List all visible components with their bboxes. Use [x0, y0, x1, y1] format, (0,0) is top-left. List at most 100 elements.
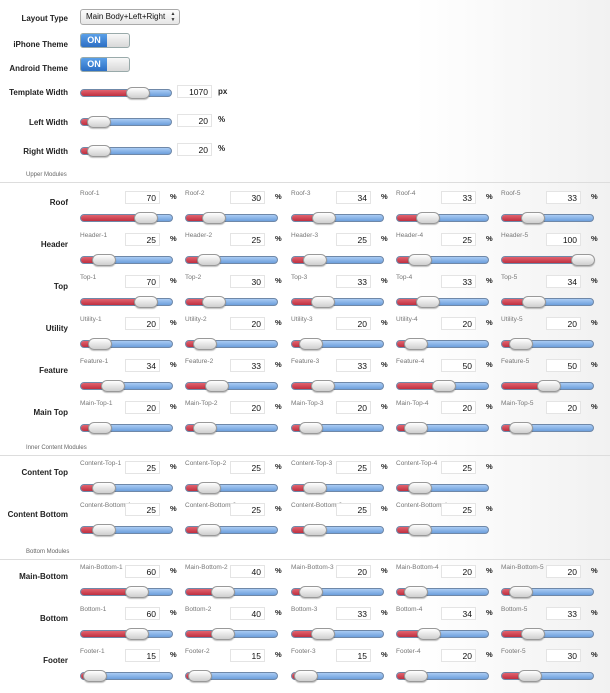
module-width-slider[interactable] — [185, 338, 278, 350]
left-width-input[interactable]: 20 — [177, 114, 212, 127]
slider-knob[interactable] — [408, 482, 433, 494]
module-width-slider[interactable] — [501, 422, 594, 434]
module-width-input[interactable]: 34 — [441, 607, 476, 620]
module-width-slider[interactable] — [185, 254, 278, 266]
slider-knob[interactable] — [87, 338, 112, 350]
module-width-slider[interactable] — [80, 254, 173, 266]
right-width-slider[interactable] — [80, 145, 172, 157]
module-width-input[interactable]: 25 — [125, 233, 160, 246]
module-width-slider[interactable] — [185, 586, 278, 598]
slider-knob[interactable] — [310, 380, 335, 392]
module-width-input[interactable]: 15 — [230, 649, 265, 662]
module-width-input[interactable]: 33 — [441, 275, 476, 288]
slider-knob[interactable] — [520, 628, 545, 640]
module-width-slider[interactable] — [291, 482, 384, 494]
module-width-input[interactable]: 15 — [125, 649, 160, 662]
module-width-slider[interactable] — [80, 628, 173, 640]
module-width-slider[interactable] — [501, 628, 594, 640]
module-width-slider[interactable] — [185, 296, 278, 308]
module-width-input[interactable]: 20 — [546, 565, 581, 578]
slider-knob[interactable] — [403, 338, 428, 350]
slider-knob[interactable] — [431, 380, 456, 392]
slider-knob[interactable] — [192, 422, 217, 434]
layout-type-select[interactable]: Main Body+Left+Right ▲ ▼ — [80, 9, 180, 25]
slider-knob[interactable] — [310, 628, 335, 640]
slider-knob[interactable] — [293, 670, 318, 682]
slider-knob[interactable] — [416, 628, 441, 640]
slider-knob[interactable] — [520, 212, 545, 224]
module-width-slider[interactable] — [396, 586, 489, 598]
module-width-slider[interactable] — [185, 524, 278, 536]
module-width-input[interactable]: 20 — [441, 565, 476, 578]
slider-knob[interactable] — [303, 524, 328, 536]
module-width-input[interactable]: 25 — [336, 461, 371, 474]
module-width-input[interactable]: 33 — [230, 359, 265, 372]
module-width-slider[interactable] — [80, 670, 173, 682]
slider-knob[interactable] — [303, 482, 328, 494]
module-width-input[interactable]: 25 — [441, 233, 476, 246]
module-width-slider[interactable] — [501, 670, 594, 682]
module-width-input[interactable]: 70 — [125, 275, 160, 288]
module-width-slider[interactable] — [185, 482, 278, 494]
module-width-slider[interactable] — [80, 212, 173, 224]
module-width-slider[interactable] — [185, 670, 278, 682]
module-width-input[interactable]: 25 — [441, 503, 476, 516]
module-width-slider[interactable] — [291, 380, 384, 392]
module-width-input[interactable]: 100 — [546, 233, 581, 246]
slider-knob[interactable] — [197, 254, 222, 266]
module-width-input[interactable]: 20 — [546, 317, 581, 330]
module-width-input[interactable]: 34 — [546, 275, 581, 288]
module-width-slider[interactable] — [396, 422, 489, 434]
slider-knob[interactable] — [124, 628, 149, 640]
module-width-slider[interactable] — [396, 482, 489, 494]
module-width-slider[interactable] — [396, 254, 489, 266]
module-width-slider[interactable] — [291, 212, 384, 224]
slider-knob[interactable] — [403, 586, 428, 598]
module-width-input[interactable]: 20 — [336, 317, 371, 330]
module-width-input[interactable]: 25 — [441, 461, 476, 474]
right-width-input[interactable]: 20 — [177, 143, 212, 156]
module-width-input[interactable]: 25 — [125, 461, 160, 474]
module-width-input[interactable]: 20 — [441, 649, 476, 662]
slider-knob[interactable] — [197, 524, 222, 536]
module-width-slider[interactable] — [501, 338, 594, 350]
module-width-input[interactable]: 15 — [336, 649, 371, 662]
slider-knob[interactable] — [521, 296, 546, 308]
module-width-slider[interactable] — [501, 212, 594, 224]
module-width-input[interactable]: 33 — [336, 359, 371, 372]
slider-knob[interactable] — [298, 422, 323, 434]
module-width-slider[interactable] — [185, 380, 278, 392]
slider-knob[interactable] — [201, 296, 226, 308]
android-theme-toggle[interactable]: ON — [80, 57, 130, 72]
slider-knob[interactable] — [100, 380, 125, 392]
slider-knob[interactable] — [92, 524, 117, 536]
module-width-slider[interactable] — [501, 254, 595, 266]
module-width-input[interactable]: 20 — [441, 317, 476, 330]
module-width-input[interactable]: 50 — [546, 359, 581, 372]
slider-knob[interactable] — [126, 87, 151, 99]
module-width-input[interactable]: 60 — [125, 607, 160, 620]
module-width-slider[interactable] — [396, 338, 489, 350]
module-width-slider[interactable] — [80, 422, 173, 434]
module-width-input[interactable]: 25 — [230, 461, 265, 474]
module-width-input[interactable]: 20 — [125, 317, 160, 330]
slider-knob[interactable] — [92, 254, 117, 266]
template-width-slider[interactable] — [80, 87, 172, 99]
module-width-slider[interactable] — [291, 422, 384, 434]
slider-knob[interactable] — [134, 212, 159, 224]
slider-knob[interactable] — [124, 586, 149, 598]
slider-knob[interactable] — [415, 212, 440, 224]
module-width-slider[interactable] — [396, 380, 489, 392]
module-width-input[interactable]: 70 — [125, 191, 160, 204]
module-width-slider[interactable] — [80, 482, 173, 494]
module-width-slider[interactable] — [501, 380, 594, 392]
module-width-slider[interactable] — [291, 586, 384, 598]
slider-knob[interactable] — [508, 338, 533, 350]
module-width-slider[interactable] — [396, 670, 489, 682]
slider-knob[interactable] — [204, 380, 229, 392]
module-width-input[interactable]: 40 — [230, 565, 265, 578]
slider-knob[interactable] — [298, 338, 323, 350]
module-width-input[interactable]: 30 — [230, 191, 265, 204]
module-width-input[interactable]: 30 — [230, 275, 265, 288]
module-width-input[interactable]: 30 — [546, 649, 581, 662]
